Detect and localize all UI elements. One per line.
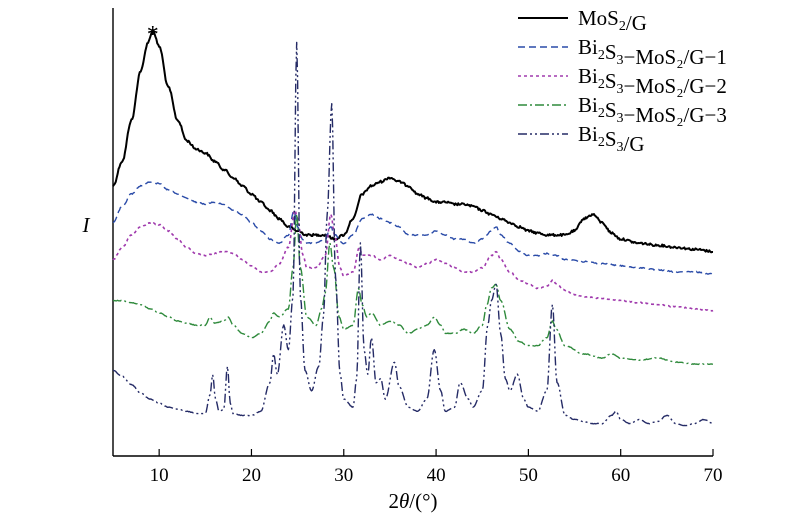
x-tick-label: 30	[334, 465, 353, 486]
series-group	[112, 28, 714, 427]
legend-label: Bi2S3−MoS₂/G−3	[578, 93, 727, 127]
x-tick-label: 10	[150, 465, 169, 486]
x-tick-label: 70	[704, 465, 723, 486]
peak-annotation: *	[147, 22, 159, 48]
legend-item: Bi2S3−MoS₂/G−2	[518, 64, 727, 98]
legend-item: MoS2/G	[518, 6, 647, 35]
series-line-3	[112, 209, 714, 312]
x-ticks: 10 20 30 40 50 60 70	[150, 449, 723, 486]
x-tick-label: 20	[242, 465, 261, 486]
x-axis-title: 2θ/(°)	[388, 489, 437, 513]
legend-label: Bi2S3−MoS₂/G−2	[578, 64, 727, 98]
legend-label: MoS2/G	[578, 6, 647, 35]
series-line-1	[112, 28, 714, 254]
legend-item: Bi2S3−MoS₂/G−1	[518, 35, 727, 69]
x-tick-label: 60	[611, 465, 630, 486]
legend: MoS2/GBi2S3−MoS₂/G−1Bi2S3−MoS₂/G−2Bi2S3−…	[518, 6, 727, 156]
legend-item: Bi2S3/G	[518, 122, 645, 156]
legend-item: Bi2S3−MoS₂/G−3	[518, 93, 727, 127]
legend-label: Bi2S3/G	[578, 122, 645, 156]
series-line-5	[112, 41, 714, 427]
plot-area: 10 20 30 40 50 60 70 *	[112, 8, 723, 486]
series-line-2	[112, 181, 714, 276]
x-tick-label: 50	[519, 465, 538, 486]
series-line-4	[112, 213, 714, 366]
y-axis-title: I	[82, 213, 91, 237]
x-tick-label: 40	[427, 465, 446, 486]
legend-label: Bi2S3−MoS₂/G−1	[578, 35, 727, 69]
